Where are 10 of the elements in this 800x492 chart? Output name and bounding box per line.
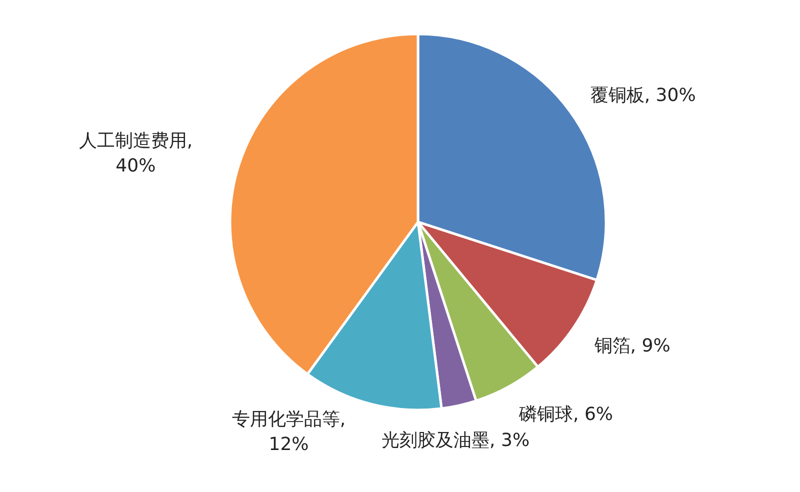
slice-label: 人工制造费用 bbox=[78, 130, 187, 152]
data-label: , 3% bbox=[490, 430, 530, 451]
data-label: , 30% bbox=[644, 84, 696, 106]
slice-label: 覆铜板 bbox=[590, 84, 644, 106]
slice-label: 专用化学品等 bbox=[232, 409, 340, 430]
data-label: , 9% bbox=[630, 336, 670, 357]
slice-label: 磷铜球 bbox=[518, 404, 574, 426]
data-label: , 6% bbox=[573, 404, 614, 426]
slice-label: 铜箔 bbox=[593, 336, 630, 357]
slice-label: 光刻胶及油墨 bbox=[382, 430, 490, 451]
